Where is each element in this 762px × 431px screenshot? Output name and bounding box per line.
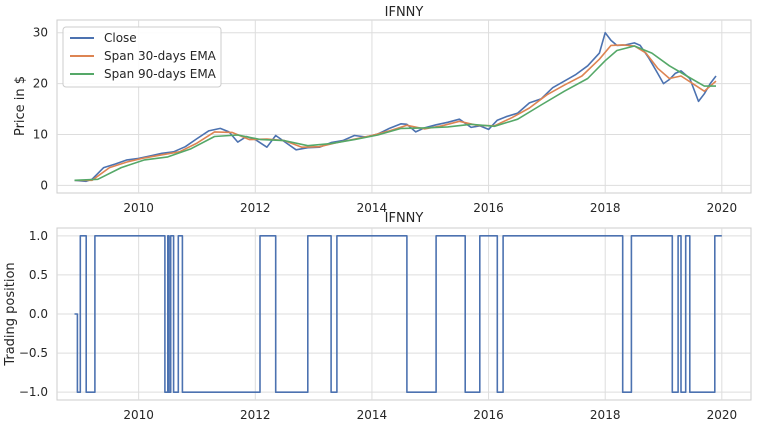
x-tick-label: 2010 (123, 201, 154, 215)
x-tick-labels-position: 2010 2012 2014 2016 2018 2020 (123, 408, 737, 422)
series-group-price (74, 31, 717, 183)
x-tick-label: 2020 (707, 201, 738, 215)
y-tick-label: 1.0 (29, 229, 48, 243)
x-tick-label: 2016 (473, 201, 504, 215)
y-tick-label: −1.0 (19, 385, 48, 399)
y-tick-label: 10 (33, 127, 48, 141)
x-tick-label: 2018 (590, 408, 621, 422)
series-line-span-90-days-ema (74, 45, 716, 182)
y-tick-label: 30 (33, 26, 48, 40)
x-tick-label: 2016 (473, 408, 504, 422)
y-tick-label: 0.0 (29, 307, 48, 321)
x-tick-label: 2012 (240, 408, 271, 422)
x-tick-label: 2012 (240, 201, 271, 215)
y-axis-label-price: Price in $ (13, 76, 28, 136)
x-tick-label: 2020 (707, 408, 738, 422)
chart-title-position: IFNNY (385, 211, 424, 226)
gridlines-position (57, 228, 751, 400)
x-tick-label: 2014 (357, 408, 388, 422)
chart-price: 2010 2012 2014 2016 2018 2020 0 10 20 30 IFNNY P… (13, 5, 752, 215)
y-tick-label: 20 (33, 77, 48, 91)
y-tick-labels-price: 0 10 20 30 (33, 26, 48, 193)
series-group-position (74, 235, 722, 393)
y-tick-labels-position: 1.0 0.5 0.0 −0.5 −1.0 (19, 229, 48, 399)
legend: Close Span 30-days EMA Span 90-days EMA (62, 26, 222, 88)
series-line-trading-position (74, 235, 722, 393)
x-tick-label: 2014 (357, 201, 388, 215)
legend-box (62, 26, 222, 88)
legend-label-close: Close (104, 31, 137, 45)
chart-position: 2010 2012 2014 2016 2018 2020 1.0 0.5 0.0 −0.5 −1… (3, 211, 752, 422)
y-axis-label-position: Trading position (3, 262, 18, 366)
x-tick-label: 2018 (590, 201, 621, 215)
x-tick-labels-price: 2010 2012 2014 2016 2018 2020 (123, 201, 737, 215)
chart-title-price: IFNNY (385, 5, 424, 20)
legend-label-ema30: Span 30-days EMA (104, 49, 217, 63)
x-tick-label: 2010 (123, 408, 154, 422)
y-tick-label: 0 (40, 178, 48, 192)
y-tick-label: −0.5 (19, 346, 48, 360)
legend-label-ema90: Span 90-days EMA (104, 67, 217, 81)
y-tick-label: 0.5 (29, 268, 48, 282)
